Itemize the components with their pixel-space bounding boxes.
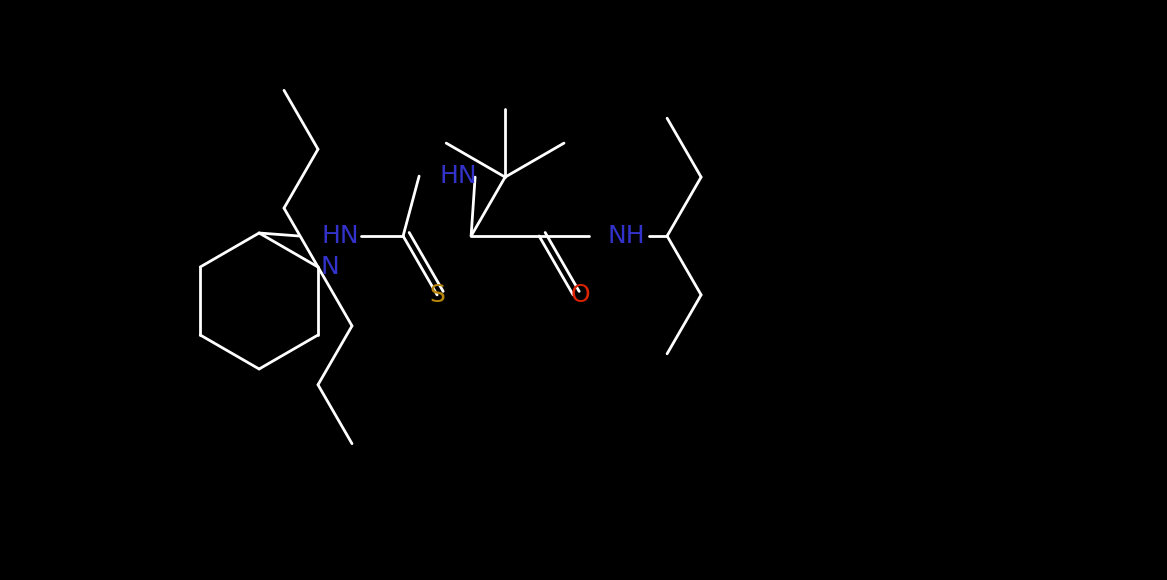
Text: S: S (429, 283, 445, 307)
Text: HN: HN (439, 164, 477, 188)
Text: N: N (321, 255, 340, 279)
Text: NH: NH (607, 224, 644, 248)
Text: O: O (571, 283, 591, 307)
Text: HN: HN (321, 224, 358, 248)
